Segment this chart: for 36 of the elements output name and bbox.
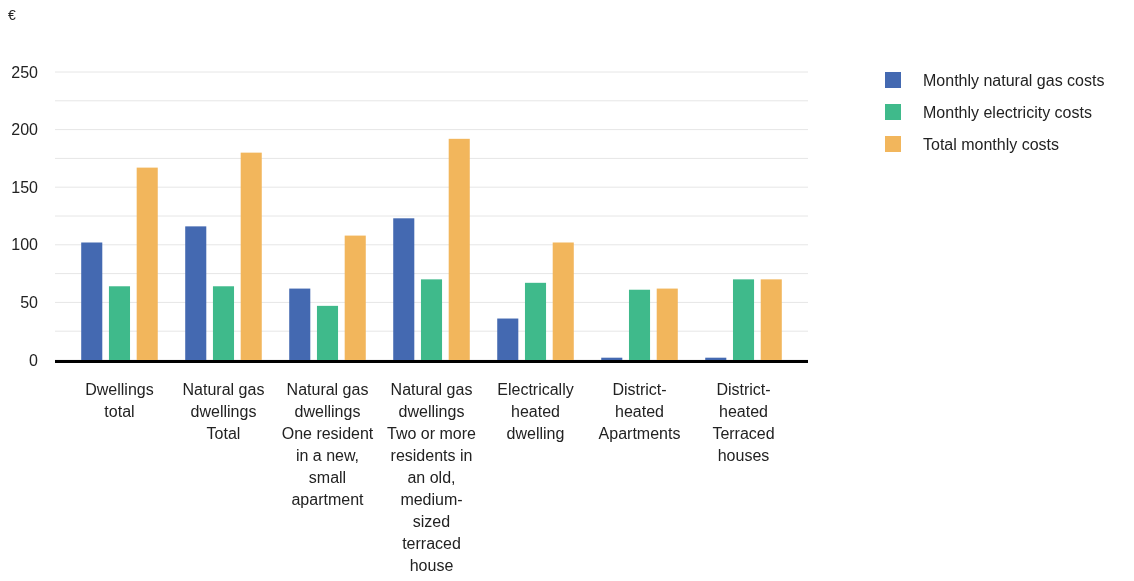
- x-tick-label: District-heated Apartments: [598, 381, 681, 442]
- bar: [497, 318, 519, 360]
- bar: [212, 286, 235, 360]
- bar: [420, 279, 443, 360]
- bar: [393, 218, 415, 360]
- bar: [316, 305, 339, 360]
- x-tick-label: Natural gas dwellings One resident in a new, small apartment: [281, 381, 374, 508]
- legend-label: Monthly electricity costs: [923, 103, 1092, 121]
- bar: [448, 138, 470, 360]
- y-tick-label: 200: [11, 121, 39, 139]
- bar: [628, 289, 651, 360]
- y-axis-title: €: [8, 7, 16, 23]
- x-tick-label: District-heated Terraced houses: [712, 381, 775, 464]
- legend-label: Monthly natural gas costs: [923, 71, 1105, 89]
- bar: [552, 242, 574, 360]
- y-tick-label: 250: [11, 63, 39, 81]
- bar: [656, 288, 678, 360]
- y-tick-label: 50: [20, 294, 39, 311]
- x-tick-label: Dwellings total: [85, 381, 154, 420]
- legend-label: Total monthly costs: [923, 135, 1060, 153]
- x-tick-label: Natural gas dwellings Total: [182, 381, 265, 442]
- bar: [136, 167, 158, 360]
- bar: [289, 288, 311, 360]
- bar: [524, 282, 547, 360]
- bar: [185, 226, 207, 360]
- x-tick-label: Electrically heated dwelling: [497, 381, 574, 442]
- bar: [344, 235, 366, 360]
- y-tick-label: 100: [11, 236, 39, 254]
- y-tick-label: 0: [29, 351, 39, 369]
- bar: [732, 279, 755, 360]
- y-tick-label: 150: [11, 178, 39, 196]
- bar: [81, 242, 103, 360]
- bar: [108, 286, 131, 360]
- bar: [240, 152, 262, 360]
- category-label: Natural gas dwellings Two or more residents in an old, medium-sized terraced house: [387, 381, 476, 574]
- bar: [760, 279, 782, 360]
